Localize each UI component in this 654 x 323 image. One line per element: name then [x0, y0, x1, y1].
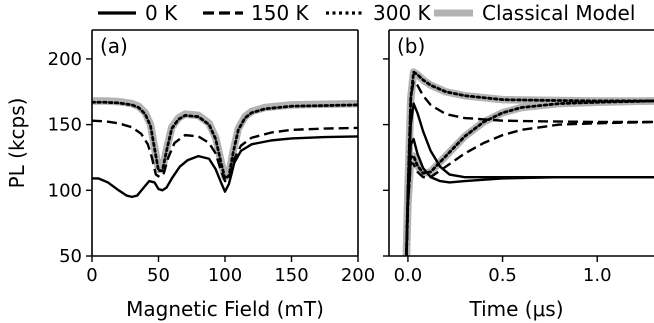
- series-line-solid: [92, 135, 358, 199]
- series-line-dotted: [92, 100, 358, 180]
- axes-frame: [91, 29, 359, 257]
- series-line-dashed: [92, 119, 358, 183]
- legend-label-150k: 150 K: [251, 1, 310, 25]
- panel-label: (b): [397, 34, 425, 58]
- x-tick-label: 100: [208, 265, 242, 286]
- series-group: [402, 68, 654, 256]
- series-line-thick: [402, 97, 654, 256]
- panel-label: (a): [100, 34, 128, 58]
- legend-label-classical: Classical Model: [482, 1, 635, 25]
- series-group: [92, 97, 358, 199]
- legend: 0 K 150 K 300 K Classical Model: [98, 1, 635, 25]
- x-tick-label: 0.5: [488, 265, 517, 286]
- x-tick-label: 1.0: [583, 265, 612, 286]
- series-line-dotted: [405, 99, 654, 256]
- x-axis-title: Time (μs): [468, 297, 563, 321]
- x-axis-title: Magnetic Field (mT): [126, 297, 324, 321]
- x-tick-label: 150: [274, 265, 308, 286]
- series-line-thick: [92, 97, 358, 181]
- y-tick-label: 100: [48, 180, 82, 201]
- series-line-dashed: [405, 120, 654, 256]
- x-tick-label: 50: [147, 265, 170, 286]
- y-tick-label: 50: [59, 246, 82, 267]
- panel-b: 0.0 0.5 1.0 Time (μs) (b): [383, 29, 654, 321]
- axes-frame: [388, 29, 654, 257]
- legend-label-300k: 300 K: [373, 1, 432, 25]
- x-tick-label: 0.0: [394, 265, 423, 286]
- y-tick-label: 150: [48, 115, 82, 136]
- series-line-solid: [405, 137, 654, 256]
- x-tick-label: 200: [341, 265, 375, 286]
- x-tick-label: 0: [86, 265, 97, 286]
- legend-label-0k: 0 K: [145, 1, 178, 25]
- y-tick-label: 200: [48, 49, 82, 70]
- y-axis-title: PL (kcps): [5, 98, 29, 189]
- series-line-solid: [405, 102, 654, 256]
